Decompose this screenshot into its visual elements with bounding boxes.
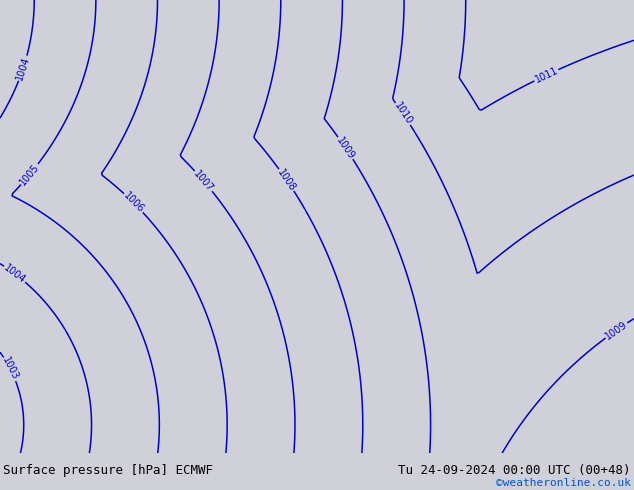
Text: 1003: 1003 [0, 356, 20, 382]
Text: 1005: 1005 [18, 162, 41, 187]
Text: Surface pressure [hPa] ECMWF: Surface pressure [hPa] ECMWF [3, 464, 213, 477]
Text: 1009: 1009 [604, 319, 630, 342]
Text: 1010: 1010 [392, 101, 414, 127]
Text: Tu 24-09-2024 00:00 UTC (00+48): Tu 24-09-2024 00:00 UTC (00+48) [398, 464, 631, 477]
Text: 1004: 1004 [2, 263, 28, 285]
Text: 1006: 1006 [121, 191, 146, 215]
Text: ©weatheronline.co.uk: ©weatheronline.co.uk [496, 478, 631, 488]
Text: 1007: 1007 [191, 169, 216, 194]
Text: 1004: 1004 [15, 55, 32, 81]
Text: 1008: 1008 [276, 167, 297, 193]
Text: 1011: 1011 [533, 65, 560, 85]
Text: 1009: 1009 [335, 135, 356, 161]
